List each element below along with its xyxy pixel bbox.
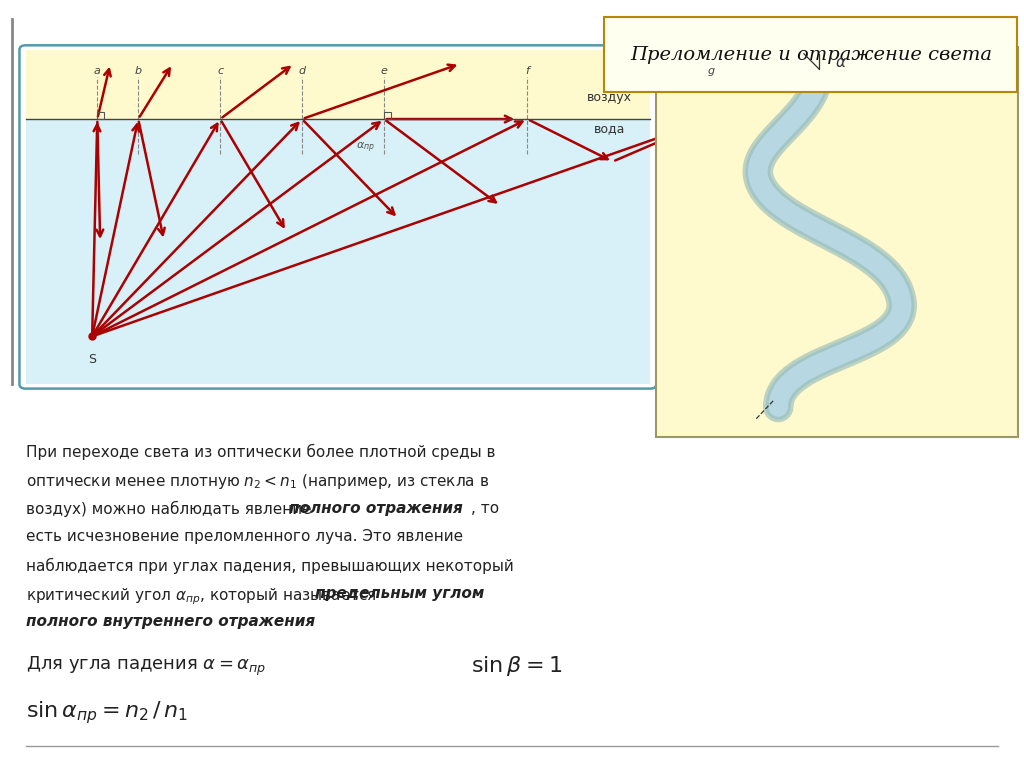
- Text: оптически менее плотную $n_2 < n_1$ (например, из стекла в: оптически менее плотную $n_2 < n_1$ (нап…: [26, 472, 488, 492]
- Text: e: e: [381, 65, 387, 76]
- Text: Преломление и отражение света: Преломление и отражение света: [630, 45, 992, 64]
- Text: наблюдается при углах падения, превышающих некоторый: наблюдается при углах падения, превышающ…: [26, 558, 513, 574]
- Text: $\sin \alpha_{пр} = n_2\,/\,n_1$: $\sin \alpha_{пр} = n_2\,/\,n_1$: [26, 699, 187, 726]
- Text: вода: вода: [594, 122, 625, 134]
- FancyBboxPatch shape: [604, 17, 1017, 92]
- Text: $\sin \beta = 1$: $\sin \beta = 1$: [471, 654, 562, 678]
- Text: воздух) можно наблюдать явление: воздух) можно наблюдать явление: [26, 501, 316, 517]
- Text: $\alpha$: $\alpha$: [835, 55, 847, 71]
- Text: есть исчезновение преломленного луча. Это явление: есть исчезновение преломленного луча. Эт…: [26, 529, 463, 545]
- Text: $\alpha_{пр}$: $\alpha_{пр}$: [356, 141, 375, 155]
- Text: , то: , то: [471, 501, 499, 516]
- Text: c: c: [217, 65, 223, 76]
- Text: d: d: [299, 65, 305, 76]
- Text: b: b: [135, 65, 141, 76]
- Text: предельным углом: предельным углом: [315, 586, 484, 601]
- Bar: [26, 119, 650, 384]
- Text: f: f: [525, 65, 529, 76]
- Text: g: g: [709, 65, 715, 76]
- Text: полного отражения: полного отражения: [289, 501, 463, 516]
- Bar: [97, 112, 104, 119]
- Text: a: a: [94, 65, 100, 76]
- Bar: [26, 50, 650, 119]
- Text: S: S: [88, 353, 96, 366]
- Text: Для угла падения $\alpha = \alpha_{пр}$: Для угла падения $\alpha = \alpha_{пр}$: [26, 654, 266, 677]
- FancyBboxPatch shape: [656, 47, 1018, 437]
- Text: критический угол $\alpha_{пр}$, который называется: критический угол $\alpha_{пр}$, который …: [26, 586, 378, 607]
- Bar: [384, 112, 391, 119]
- Text: полного внутреннего отражения: полного внутреннего отражения: [26, 614, 314, 630]
- Text: При переходе света из оптически более плотной среды в: При переходе света из оптически более пл…: [26, 444, 495, 460]
- Text: воздух: воздух: [587, 91, 632, 104]
